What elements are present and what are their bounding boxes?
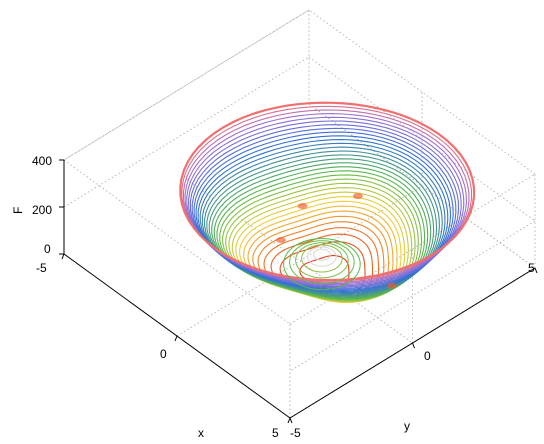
x-axis-label: x (198, 426, 204, 440)
y-tick-label-5: 5 (528, 261, 535, 275)
z-tick-label-0: 0 (44, 242, 51, 256)
contour-line (211, 162, 432, 298)
z-axis-label: F (11, 207, 25, 214)
y-tick-label-neg5: -5 (290, 426, 301, 440)
contour-line (195, 135, 452, 291)
contour-line (179, 101, 476, 282)
axes-box (63, 9, 536, 419)
contour-line (186, 116, 465, 286)
x-tick-label-0: 0 (160, 347, 167, 361)
contour-line (188, 120, 462, 287)
low-value-patch (276, 237, 287, 244)
grid-line (186, 178, 413, 344)
z-tick-label-400: 400 (32, 154, 52, 168)
low-value-patch (386, 282, 397, 289)
y-tick (289, 417, 293, 424)
central-bump-contour (289, 240, 355, 285)
contour-line (199, 142, 446, 294)
contour-line (189, 124, 460, 288)
axes-lines (59, 159, 538, 424)
x-tick (287, 417, 291, 424)
central-bump-contour (283, 238, 361, 291)
central-bump-contour (295, 242, 349, 279)
grid-top-edge (63, 159, 291, 325)
contour-line (204, 150, 440, 296)
x-tick-label-neg5: -5 (36, 261, 47, 275)
grid-top-edge (308, 9, 536, 175)
low-value-patch (297, 203, 308, 210)
z-tick-label-200: 200 (32, 203, 52, 217)
central-bump-contour (301, 244, 343, 273)
contour-line (184, 113, 467, 285)
central-bump-contour (313, 248, 331, 261)
y-tick-label-0: 0 (424, 349, 431, 363)
low-value-patch (352, 193, 363, 200)
y-tick (534, 267, 538, 274)
contour-line (182, 109, 470, 283)
contour-line (197, 139, 449, 293)
contour-line (206, 154, 438, 297)
contour-line (191, 127, 457, 289)
y-axis-label: y (404, 419, 410, 433)
x-tick-label-5: 5 (272, 426, 279, 440)
contour-line (193, 131, 454, 290)
x-tick (174, 335, 178, 342)
x-tick (61, 253, 65, 260)
central-bump-contour (307, 246, 337, 267)
grid-line (308, 56, 536, 222)
contour-line (201, 146, 443, 295)
y-tick (412, 342, 415, 349)
grid-line (308, 103, 536, 269)
contour-surface (179, 101, 476, 303)
